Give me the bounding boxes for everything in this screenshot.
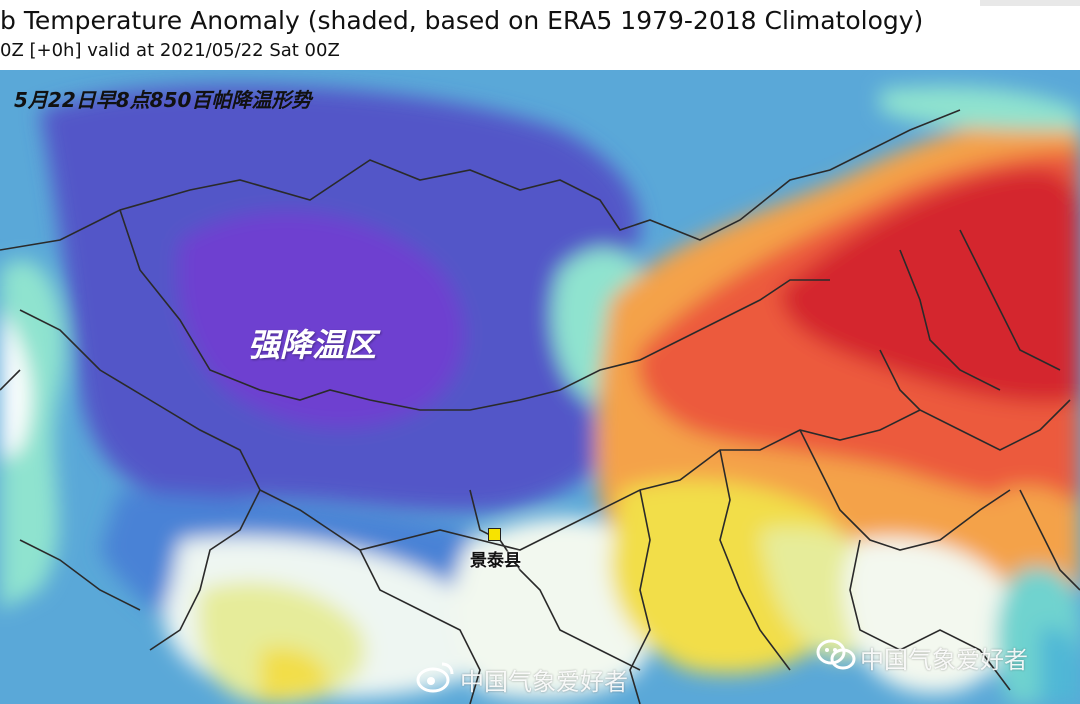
region-label: 强降温区 [248, 326, 377, 364]
map-canvas [0, 70, 1080, 704]
wechat-icon [816, 639, 856, 670]
corner-box [980, 0, 1080, 6]
anomaly-map: 5月22日早8点850百帕降温形势 强降温区 景泰县 [0, 70, 1080, 704]
map-annotation-title: 5月22日早8点850百帕降温形势 [14, 88, 312, 112]
weibo-icon [416, 662, 454, 693]
chart-title: b Temperature Anomaly (shaded, based on … [0, 6, 924, 35]
city-label: 景泰县 [470, 551, 521, 571]
weibo-watermark: 中国气象爱好者 [460, 668, 628, 696]
city-marker [488, 528, 501, 541]
header: b Temperature Anomaly (shaded, based on … [0, 0, 1080, 70]
shading-layer [0, 85, 1080, 704]
boundary-lines [0, 109, 1080, 704]
valid-time: 0Z [+0h] valid at 2021/05/22 Sat 00Z [0, 40, 340, 61]
wechat-watermark: 中国气象爱好者 [860, 646, 1028, 674]
